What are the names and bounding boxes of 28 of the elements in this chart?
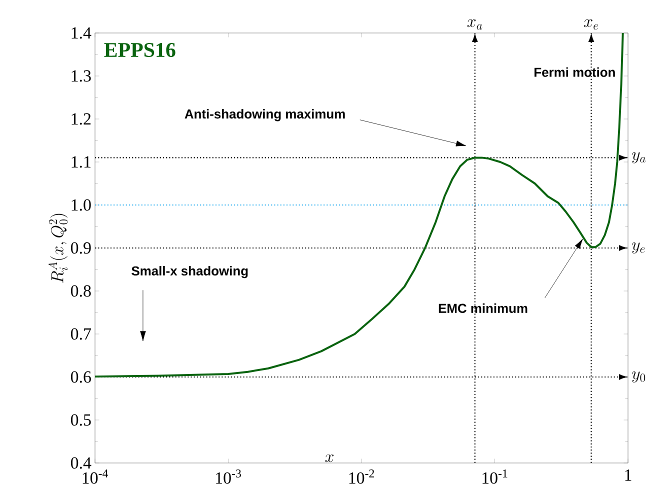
- y-tick-label: 1.0: [72, 199, 91, 211]
- annotation: Small-x shadowing: [132, 266, 248, 278]
- x-tick-label: 10$^{-2}$: [349, 469, 374, 484]
- ref-line-label: $y_a$: [632, 152, 646, 164]
- y-tick-label: 0.9: [70, 242, 91, 254]
- y-tick-label: 1.4: [72, 27, 92, 39]
- annotation: Anti-shadowing maximum: [184, 109, 345, 122]
- y-tick-label: 0.4: [70, 457, 92, 469]
- y-tick-label: 1.1: [72, 156, 90, 168]
- ref-line-label: $y_0$: [632, 371, 646, 382]
- x-tick-label: 1: [625, 469, 632, 481]
- y-tick-label: 0.8: [70, 285, 91, 297]
- y-tick-label: 1.3: [72, 70, 91, 82]
- ref-line-label: $y_e$: [632, 242, 645, 254]
- y-tick-label: 1.2: [72, 113, 91, 125]
- y-tick-label: 0.7: [70, 328, 91, 340]
- y-tick-label: 0.5: [70, 414, 91, 426]
- x-tick-label: 10$^{-4}$: [82, 469, 108, 484]
- annotation: EMC minimum: [438, 303, 528, 313]
- y-tick-label: 0.6: [70, 371, 91, 383]
- x-axis-title: $x$: [325, 454, 334, 462]
- ref-line-label: $x_e$: [584, 19, 598, 30]
- annotation: Fermi motion: [534, 67, 615, 77]
- ref-line-label: $x_a$: [467, 19, 482, 30]
- chart-title: EPPS16: [104, 42, 176, 57]
- x-tick-label: 10$^{-3}$: [216, 469, 241, 484]
- x-tick-label: 10$^{-1}$: [482, 469, 508, 484]
- y-axis-title: $R_i^A(x,Q_0^2)$: [48, 214, 68, 283]
